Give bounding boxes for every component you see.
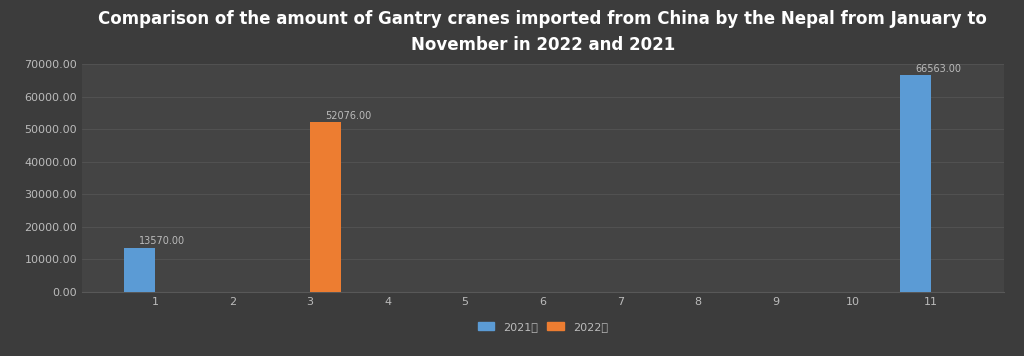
Bar bbox=[899, 75, 931, 292]
Text: 66563.00: 66563.00 bbox=[915, 64, 962, 74]
Title: Comparison of the amount of Gantry cranes imported from China by the Nepal from : Comparison of the amount of Gantry crane… bbox=[98, 10, 987, 54]
Bar bbox=[310, 122, 341, 292]
Bar bbox=[124, 248, 155, 292]
Legend: 2021年, 2022年: 2021年, 2022年 bbox=[473, 318, 612, 336]
Text: 13570.00: 13570.00 bbox=[139, 236, 185, 246]
Text: 52076.00: 52076.00 bbox=[326, 111, 372, 121]
